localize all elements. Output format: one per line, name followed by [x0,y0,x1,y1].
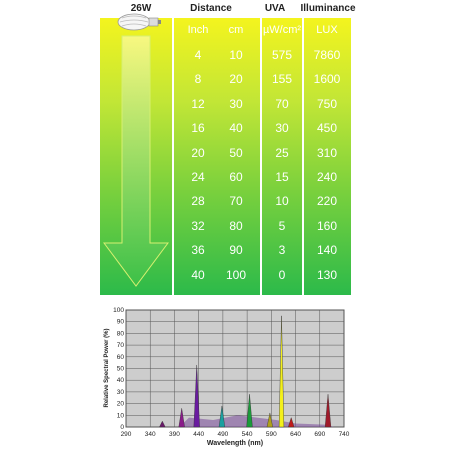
spectrum-peak [159,420,166,428]
cell-uva: 25 [275,145,289,160]
distance-column-bg [174,18,260,295]
x-axis-label: Wavelength (nm) [207,440,263,447]
spectrum-peak [324,394,332,428]
cell-lux: 750 [316,96,338,111]
cell-lux: 310 [316,145,338,160]
cell-lux: 7860 [313,48,341,62]
cell-inch: 8 [194,72,202,87]
cell-cm: 40 [229,121,243,136]
y-tick-label: 60 [117,354,125,361]
x-tick-label: 340 [145,431,156,438]
distance-header: Distance [190,3,232,14]
lux-column-bg [304,18,351,295]
x-tick-label: 640 [290,431,301,438]
lamp-wattage-header: 26W [130,3,152,14]
cell-cm: 80 [229,218,243,233]
inch-subheader: Inch [187,24,209,36]
spectrum-peak [218,405,226,428]
spectrum-baseline [179,415,335,427]
cell-inch: 4 [194,48,202,62]
cell-cm: 60 [229,170,243,184]
spectrum-peak [278,315,285,428]
cell-inch: 28 [191,194,205,209]
y-tick-label: 0 [120,424,124,431]
y-tick-label: 90 [117,319,125,326]
cell-cm: 10 [229,48,243,62]
uva-unit-subheader: µW/cm² [262,24,302,36]
cell-lux: 140 [316,243,338,258]
cell-cm: 50 [229,145,243,160]
y-axis-label: Relative Spectral Power (%) [104,328,110,407]
uva-header: UVA [264,3,286,14]
cell-inch: 12 [191,96,205,111]
y-tick-label: 100 [113,307,124,314]
spectrum-chart: 0 10 20 30 40 50 60 70 80 90 100 290 340 390 440 490 54… [104,307,350,447]
cell-uva: 10 [275,194,289,209]
x-tick-label: 390 [169,431,180,438]
x-tick-label: 490 [217,431,228,438]
y-tick-label: 20 [117,401,125,408]
bulb-icon [117,13,161,31]
down-arrow-icon [103,35,169,287]
distance-table: Inch cm µW/cm² LUX 4 10 575 7860 8 20 155 1600 1… [100,18,351,295]
y-tick-label: 40 [117,377,125,384]
x-tick-label: 590 [266,431,277,438]
spectrum-peak [193,364,200,428]
cell-cm: 70 [229,194,243,209]
cell-uva: 575 [271,48,293,62]
cell-lux: 1600 [313,72,341,87]
cm-subheader: cm [228,24,244,36]
cell-inch: 16 [191,121,205,136]
y-tick-label: 80 [117,330,125,337]
cell-inch: 32 [191,218,205,233]
cell-lux: 130 [316,267,338,282]
y-tick-labels: 0 10 20 30 40 50 60 70 80 90 100 [113,307,124,431]
x-tick-labels: 290 340 390 440 490 540 590 640 690 740 [121,431,350,438]
cell-uva: 15 [275,170,289,184]
spectrum-peak [266,412,274,428]
cell-inch: 40 [191,267,205,282]
y-tick-label: 70 [117,342,125,349]
cell-uva: 5 [278,218,286,233]
cell-inch: 20 [191,145,205,160]
cell-cm: 90 [229,243,243,258]
y-tick-label: 50 [117,366,125,373]
x-tick-label: 740 [339,431,350,438]
chart-peaks [159,315,335,428]
cell-inch: 36 [191,243,205,258]
x-tick-label: 690 [314,431,325,438]
cell-cm: 20 [229,72,243,87]
x-tick-label: 440 [193,431,204,438]
cell-lux: 240 [316,170,338,184]
spectrum-peak [288,416,295,428]
spectrum-peak [178,408,185,428]
x-tick-label: 540 [242,431,253,438]
cell-cm: 100 [225,267,247,282]
cell-inch: 24 [191,170,205,184]
cell-lux: 220 [316,194,338,209]
illuminance-header: Illuminance [300,3,356,14]
y-tick-label: 30 [117,389,125,396]
cell-uva: 3 [278,243,286,258]
cell-uva: 155 [271,72,293,87]
cell-uva: 0 [278,267,286,282]
y-tick-label: 10 [117,412,125,419]
x-tick-label: 290 [121,431,132,438]
cell-lux: 450 [316,121,338,136]
cell-uva: 30 [275,121,289,136]
cell-cm: 30 [229,96,243,111]
spectrum-peak [246,394,253,428]
cell-uva: 70 [275,96,289,111]
cell-lux: 160 [316,218,338,233]
uva-column-bg [262,18,302,295]
lux-subheader: LUX [316,24,338,36]
